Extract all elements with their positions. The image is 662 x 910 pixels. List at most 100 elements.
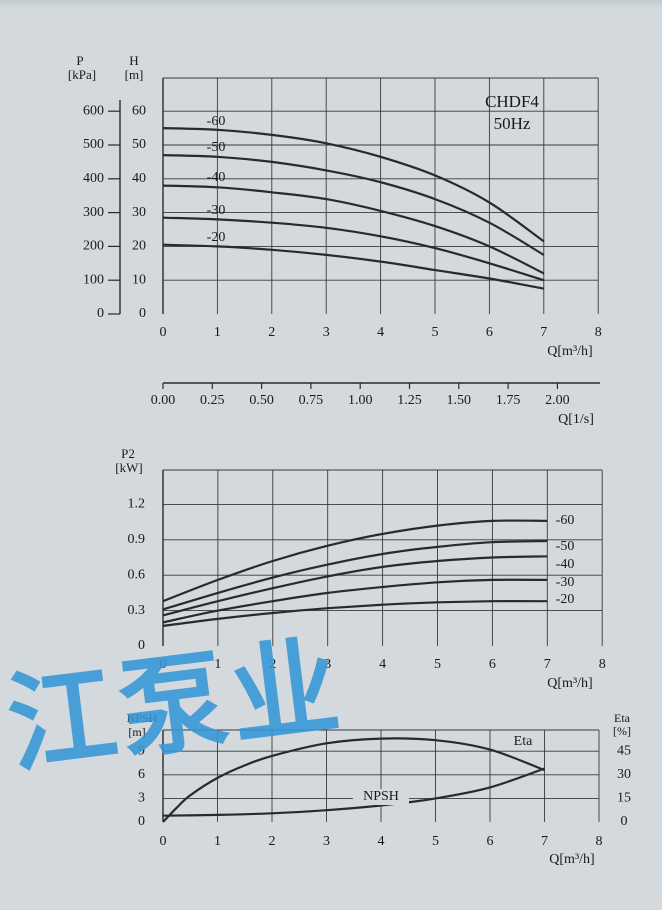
top-q-axis-title: Q[m³/h] [547, 344, 592, 359]
npsh-q-axis-title: Q[m³/h] [549, 852, 594, 867]
power-q-tick-2: 2 [269, 657, 276, 672]
power-q-axis-title: Q[m³/h] [547, 676, 592, 691]
eta-axis-title: Eta [614, 711, 631, 725]
pressure-axis-title: P [76, 53, 83, 68]
npsh-tick-label-0: 0 [138, 814, 145, 829]
power-q-tick-4: 4 [379, 657, 386, 672]
ls-tick-label-8: 2.00 [545, 393, 570, 408]
head-curve-label-2: -40 [207, 170, 226, 185]
top-q-tick-2: 2 [268, 325, 275, 340]
head-curve-label-3: -30 [207, 203, 226, 218]
head-tick-label-6: 60 [132, 103, 146, 118]
ls-tick-label-5: 1.25 [397, 393, 422, 408]
npsh-q-tick-5: 5 [432, 834, 439, 849]
head-tick-label-3: 30 [132, 205, 146, 220]
power-curve-label-1: -50 [556, 539, 575, 554]
power-curve--20 [162, 600, 548, 627]
power-curve-label-4: -20 [556, 592, 575, 607]
ls-tick-label-3: 0.75 [299, 393, 324, 408]
npsh-axis-unit: [m] [128, 725, 145, 739]
pressure-tick-label-1: 100 [83, 272, 104, 287]
top-q-tick-4: 4 [377, 325, 384, 340]
npsh-tick-label-1: 3 [138, 791, 145, 806]
top-q-tick-6: 6 [486, 325, 493, 340]
head-curve--40 [162, 184, 545, 275]
npsh-axis-title: NPSH [127, 711, 158, 725]
head-tick-label-0: 0 [139, 306, 146, 321]
ls-axis-title: Q[1/s] [558, 412, 594, 427]
power-curve-label-2: -40 [556, 557, 575, 572]
npsh-q-tick-8: 8 [596, 834, 603, 849]
ls-tick-label-4: 1.00 [348, 393, 373, 408]
npsh-q-tick-2: 2 [269, 834, 276, 849]
power-q-tick-3: 3 [324, 657, 331, 672]
npsh-curve [162, 767, 545, 817]
head-curve--60 [162, 127, 545, 243]
head-curve-label-1: -50 [207, 140, 226, 155]
power-q-tick-7: 7 [544, 657, 551, 672]
npsh-tick-label-2: 6 [138, 767, 145, 782]
ls-tick-label-0: 0.00 [151, 393, 176, 408]
top-q-tick-5: 5 [432, 325, 439, 340]
power-tick-label-1: 0.3 [128, 603, 146, 618]
eta-tick-label-2: 30 [617, 767, 631, 782]
pressure-tick-label-3: 300 [83, 205, 104, 220]
ls-tick-label-6: 1.50 [447, 393, 472, 408]
head-tick-label-4: 40 [132, 171, 146, 186]
pressure-axis-unit: [kPa] [68, 67, 96, 82]
power-tick-label-4: 1.2 [128, 497, 146, 512]
pressure-tick-label-0: 0 [97, 306, 104, 321]
top-q-tick-8: 8 [595, 325, 602, 340]
eta-axis-unit: [%] [613, 724, 631, 738]
pressure-tick-label-2: 200 [83, 239, 104, 254]
npsh-q-tick-7: 7 [541, 834, 548, 849]
npsh-q-tick-1: 1 [214, 834, 221, 849]
frequency-label: 50Hz [494, 114, 531, 133]
model-label: CHDF4 [485, 92, 539, 111]
npsh-tick-label-3: 9 [138, 743, 145, 758]
power-curve-label-0: -60 [556, 513, 575, 528]
power-axis-title: P2 [121, 446, 135, 461]
head-curve--50 [162, 154, 545, 256]
eta-tick-label-0: 0 [621, 814, 628, 829]
npsh-q-tick-4: 4 [378, 834, 385, 849]
pressure-tick-label-6: 600 [83, 103, 104, 118]
head-flow-chart: 01002003004005006000102030405060P[kPa]H[… [68, 53, 602, 427]
eta-curve [162, 737, 545, 823]
power-q-tick-5: 5 [434, 657, 441, 672]
head-curve--30 [162, 216, 545, 282]
head-curve-label-4: -20 [207, 230, 226, 245]
npsh-q-tick-0: 0 [160, 834, 167, 849]
power-curve--30 [162, 578, 548, 624]
head-curve--20 [162, 243, 544, 290]
eta-curve-label: Eta [514, 734, 533, 749]
top-q-tick-7: 7 [540, 325, 547, 340]
head-tick-label-1: 10 [132, 272, 146, 287]
power-q-tick-8: 8 [599, 657, 606, 672]
power-q-tick-6: 6 [489, 657, 496, 672]
ls-tick-label-7: 1.75 [496, 393, 521, 408]
top-q-tick-1: 1 [214, 325, 221, 340]
head-tick-label-5: 50 [132, 137, 146, 152]
npsh-q-tick-6: 6 [487, 834, 494, 849]
npsh-curve-label: NPSH [363, 789, 399, 804]
power-tick-label-2: 0.6 [128, 567, 146, 582]
top-q-tick-0: 0 [160, 325, 167, 340]
top-q-tick-3: 3 [323, 325, 330, 340]
power-chart: 0 0.3 0.6 0.9 1.2 P2[kW] 0 1 2 3 4 5 6 7 8 Q[m³/h] -60 -5… [115, 446, 605, 691]
power-curve--50 [162, 539, 548, 611]
power-curve-label-3: -30 [556, 575, 575, 590]
power-q-tick-1: 1 [214, 657, 221, 672]
head-tick-label-2: 20 [132, 239, 146, 254]
power-q-tick-0: 0 [160, 657, 167, 672]
power-tick-label-3: 0.9 [128, 532, 146, 547]
ls-tick-label-1: 0.25 [200, 393, 225, 408]
ls-tick-label-2: 0.50 [249, 393, 274, 408]
npsh-q-tick-3: 3 [323, 834, 330, 849]
power-curve--60 [162, 519, 548, 603]
pressure-tick-label-4: 400 [83, 171, 104, 186]
eta-tick-label-3: 45 [617, 743, 631, 758]
